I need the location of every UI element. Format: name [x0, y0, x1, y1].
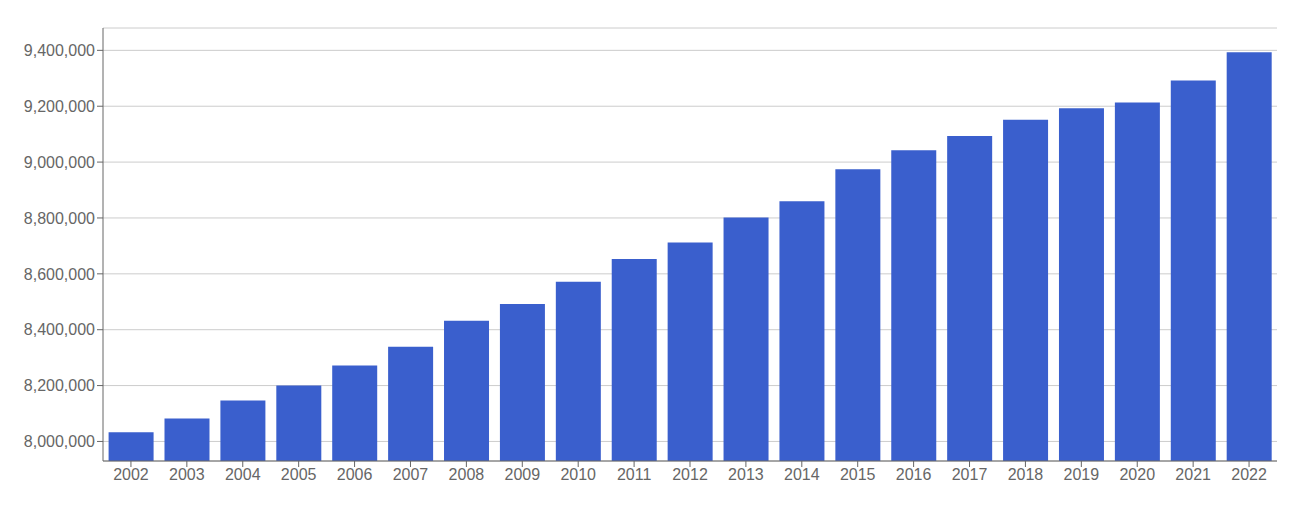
svg-text:2022: 2022: [1231, 466, 1267, 483]
svg-text:2020: 2020: [1119, 466, 1155, 483]
svg-text:2007: 2007: [393, 466, 429, 483]
svg-text:2015: 2015: [840, 466, 876, 483]
svg-text:2002: 2002: [113, 466, 149, 483]
svg-text:8,600,000: 8,600,000: [24, 266, 95, 283]
svg-text:2013: 2013: [728, 466, 764, 483]
svg-text:2019: 2019: [1064, 466, 1100, 483]
svg-text:2006: 2006: [337, 466, 373, 483]
svg-text:8,800,000: 8,800,000: [24, 210, 95, 227]
svg-text:2021: 2021: [1175, 466, 1211, 483]
svg-text:8,400,000: 8,400,000: [24, 321, 95, 338]
svg-text:2011: 2011: [617, 466, 652, 483]
svg-text:8,200,000: 8,200,000: [24, 377, 95, 394]
svg-text:2010: 2010: [560, 466, 596, 483]
svg-text:2005: 2005: [281, 466, 317, 483]
svg-text:2009: 2009: [504, 466, 540, 483]
svg-text:9,400,000: 9,400,000: [24, 42, 95, 59]
svg-text:2008: 2008: [449, 466, 485, 483]
svg-text:2012: 2012: [672, 466, 708, 483]
svg-text:2016: 2016: [896, 466, 932, 483]
svg-text:2018: 2018: [1008, 466, 1044, 483]
svg-text:2017: 2017: [952, 466, 988, 483]
svg-text:8,000,000: 8,000,000: [24, 433, 95, 450]
svg-text:9,200,000: 9,200,000: [24, 98, 95, 115]
svg-text:9,000,000: 9,000,000: [24, 154, 95, 171]
svg-text:2004: 2004: [225, 466, 261, 483]
svg-text:2003: 2003: [169, 466, 205, 483]
svg-text:2014: 2014: [784, 466, 820, 483]
